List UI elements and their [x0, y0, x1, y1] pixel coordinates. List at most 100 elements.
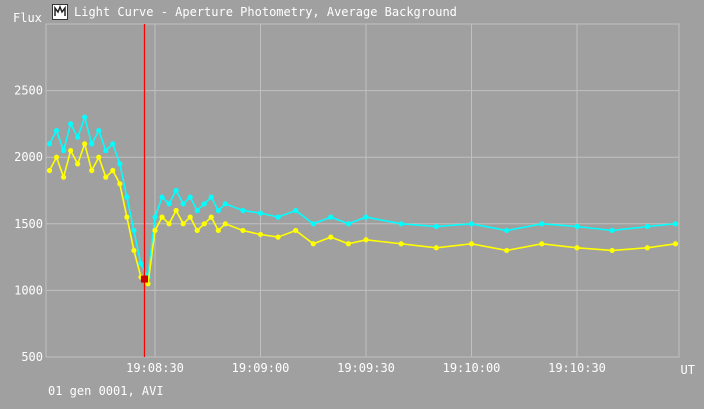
data-point [187, 194, 193, 200]
data-point [345, 241, 352, 247]
y-tick-label: 2000 [14, 150, 43, 164]
data-point [433, 245, 439, 251]
data-point [672, 221, 679, 227]
data-point [208, 214, 214, 220]
cursor-point [140, 275, 148, 283]
data-point [644, 223, 650, 230]
data-point [166, 221, 172, 227]
data-point [173, 187, 179, 194]
data-point [609, 247, 615, 254]
series-line [48, 114, 676, 280]
data-point [433, 223, 439, 230]
data-point [159, 214, 165, 220]
y-axis-label: Flux [13, 11, 42, 25]
series-layer [46, 114, 679, 287]
y-tick-label: 1000 [14, 283, 43, 297]
data-point [644, 245, 650, 251]
data-point [363, 214, 369, 220]
data-point [187, 214, 193, 220]
data-point [60, 174, 67, 180]
data-point [468, 221, 475, 227]
data-point [240, 207, 246, 214]
data-point [131, 227, 137, 234]
data-point [240, 227, 246, 234]
data-point [398, 241, 404, 247]
data-point [275, 214, 281, 220]
data-point [201, 201, 207, 207]
data-point [398, 221, 404, 227]
grid [45, 23, 680, 358]
data-point [46, 167, 53, 174]
data-point [75, 161, 81, 167]
data-point [504, 227, 510, 234]
data-point [53, 154, 60, 160]
data-point [222, 221, 228, 227]
x-tick-label: 19:08:30 [126, 361, 184, 375]
data-point [60, 147, 67, 154]
series-line [48, 141, 676, 286]
data-point [215, 207, 221, 214]
series-1 [46, 141, 679, 287]
app-logo-icon [52, 4, 68, 20]
data-point [222, 201, 228, 207]
data-point [539, 221, 545, 227]
data-point [124, 214, 130, 220]
data-point [574, 245, 580, 251]
y-tick-label: 500 [21, 350, 43, 364]
data-point [53, 127, 60, 134]
data-point [293, 227, 299, 234]
data-point [257, 231, 264, 238]
data-point [180, 221, 186, 227]
data-point [672, 241, 679, 247]
data-point [152, 214, 158, 220]
data-point [103, 174, 109, 180]
axis-labels: 19:08:30 19:09:00 19:09:30 19:10:00 19:10:30… [13, 11, 695, 377]
data-point [574, 223, 580, 230]
data-point [152, 227, 158, 234]
x-tick-label: 19:09:30 [337, 361, 395, 375]
data-point [539, 241, 545, 247]
data-point [96, 154, 102, 160]
status-footer: 01 gen 0001, AVI [48, 384, 164, 398]
data-point [103, 147, 109, 154]
data-point [194, 207, 200, 214]
data-point [201, 221, 207, 227]
title-bar: Light Curve - Aperture Photometry, Avera… [0, 0, 704, 24]
y-tick-label: 2500 [14, 84, 43, 98]
data-point [310, 221, 316, 227]
data-point [159, 194, 165, 200]
data-point [89, 167, 95, 174]
data-point [173, 207, 179, 214]
data-point [180, 201, 186, 207]
data-point [275, 234, 281, 240]
data-point [208, 194, 214, 200]
data-point [110, 141, 116, 147]
data-point [117, 181, 123, 187]
data-point [328, 214, 334, 220]
data-point [609, 227, 615, 234]
data-point [46, 141, 53, 147]
x-tick-label: 19:09:00 [232, 361, 290, 375]
cursor-layer[interactable] [140, 24, 148, 357]
x-tick-label: 19:10:30 [548, 361, 606, 375]
x-axis-label: UT [681, 363, 695, 377]
data-point [257, 210, 264, 216]
data-point [110, 167, 116, 174]
data-point [138, 261, 144, 267]
data-point [310, 241, 316, 247]
data-point [345, 221, 352, 227]
data-point [89, 141, 95, 147]
window-title: Light Curve - Aperture Photometry, Avera… [74, 5, 457, 19]
data-point [131, 247, 137, 254]
data-point [82, 114, 88, 120]
data-point [166, 201, 172, 207]
data-point [363, 237, 369, 243]
data-point [117, 161, 123, 167]
data-point [293, 207, 299, 214]
data-point [504, 247, 510, 254]
data-point [75, 134, 81, 140]
data-point [215, 227, 221, 234]
data-point [124, 194, 130, 200]
data-point [68, 147, 74, 154]
